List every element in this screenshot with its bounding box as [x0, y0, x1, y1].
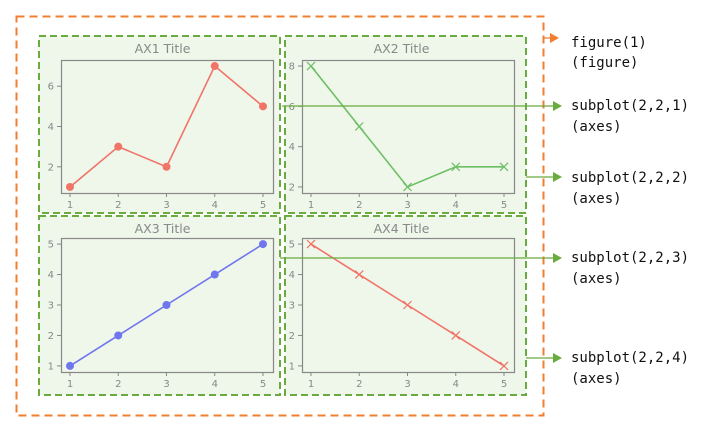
data-point [451, 331, 461, 340]
data-point [403, 300, 412, 310]
arrow-subplot-4 [526, 353, 562, 363]
data-point [306, 61, 316, 71]
data-point [114, 331, 123, 340]
label-type: (figure) [571, 55, 638, 71]
y-tick-label: 4 [289, 270, 295, 281]
label-type: (axes) [571, 191, 622, 207]
label-type: (axes) [571, 271, 622, 287]
data-point [66, 182, 74, 191]
x-tick-label: 3 [163, 379, 169, 390]
y-tick-label: 5 [48, 240, 54, 251]
plot-frame [60, 59, 275, 195]
x-tick-label: 1 [67, 200, 73, 211]
axes-title: AX1 Title [135, 41, 191, 56]
y-tick-label: 1 [289, 361, 295, 372]
data-point [354, 270, 364, 279]
subplot-1: AX1 Title 1 2 3 4 5 2 4 6 [38, 35, 281, 214]
arrow-head-icon [553, 353, 562, 363]
label-subplot-1: subplot(2,2,1) [571, 98, 689, 114]
x-tick-label: 1 [308, 379, 314, 390]
y-tick-label: 4 [48, 270, 54, 281]
plot-frame [60, 237, 275, 374]
x-tick-label: 4 [453, 200, 459, 211]
x-tick-label: 2 [356, 379, 362, 390]
data-point [162, 162, 171, 171]
data-point [306, 239, 316, 249]
label-type: (axes) [571, 371, 622, 387]
y-tick-label: 2 [289, 182, 295, 193]
figure-border [15, 15, 545, 417]
data-point [499, 361, 509, 371]
axes-border [38, 215, 281, 396]
x-tick-label: 4 [212, 200, 218, 211]
arrow-head-icon [550, 33, 559, 43]
y-tick-label: 3 [48, 301, 54, 312]
data-point [114, 142, 123, 151]
y-tick-label: 8 [289, 62, 295, 73]
axes-border [284, 215, 527, 396]
y-tick-label: 6 [289, 102, 295, 113]
data-point [499, 162, 509, 172]
label-subplot-2: subplot(2,2,2) [571, 170, 689, 186]
arrow-subplot-3 [280, 253, 562, 263]
data-point [259, 102, 267, 111]
x-tick-label: 5 [260, 200, 266, 211]
x-tick-label: 2 [356, 200, 362, 211]
axes-title: AX2 Title [374, 41, 430, 56]
x-tick-label: 1 [67, 379, 73, 390]
x-tick-label: 3 [163, 200, 169, 211]
data-point [403, 182, 412, 192]
y-tick-label: 6 [48, 82, 54, 93]
arrow-head-icon [553, 101, 562, 111]
label-subplot-3: subplot(2,2,3) [571, 250, 689, 266]
x-tick-label: 2 [115, 200, 121, 211]
data-point [162, 301, 171, 309]
x-tick-label: 1 [308, 200, 314, 211]
axes-title: AX4 Title [374, 221, 430, 236]
y-tick-label: 5 [289, 240, 295, 251]
data-point [451, 162, 461, 172]
arrow-figure [543, 33, 559, 43]
data-point [259, 240, 267, 249]
x-tick-label: 4 [453, 379, 459, 390]
y-tick-label: 4 [48, 122, 54, 133]
subplot-4: AX4 Title 1 2 3 4 5 1 2 3 4 5 [284, 215, 527, 396]
data-point [66, 361, 74, 370]
plot-frame [301, 59, 516, 195]
data-point [354, 122, 364, 131]
x-tick-label: 5 [260, 379, 266, 390]
label-subplot-4: subplot(2,2,4) [571, 350, 689, 366]
x-tick-label: 2 [115, 379, 121, 390]
data-point [210, 270, 219, 279]
label-type: (axes) [571, 119, 622, 135]
x-tick-label: 5 [501, 379, 507, 390]
label-figure: figure(1) [571, 35, 647, 51]
plot-frame [301, 237, 516, 374]
x-tick-label: 3 [404, 200, 410, 211]
subplot-3: AX3 Title 1 2 3 4 5 1 2 3 4 5 [38, 215, 281, 396]
axes-border [284, 35, 527, 214]
x-tick-label: 5 [501, 200, 507, 211]
y-tick-label: 1 [48, 361, 54, 372]
arrow-head-icon [553, 253, 562, 263]
axes-title: AX3 Title [135, 221, 191, 236]
y-tick-label: 2 [48, 331, 54, 342]
subplot-2: AX2 Title 1 2 3 4 5 2 4 6 8 [284, 35, 527, 214]
x-tick-label: 4 [212, 379, 218, 390]
arrow-subplot-1 [282, 101, 562, 111]
data-point [210, 62, 219, 71]
axes-border [38, 35, 281, 214]
arrow-subplot-2 [526, 172, 562, 182]
y-tick-label: 4 [289, 142, 295, 153]
y-tick-label: 2 [289, 331, 295, 342]
y-tick-label: 3 [289, 301, 295, 312]
x-tick-label: 3 [404, 379, 410, 390]
y-tick-label: 2 [48, 162, 54, 173]
arrow-head-icon [553, 172, 562, 182]
